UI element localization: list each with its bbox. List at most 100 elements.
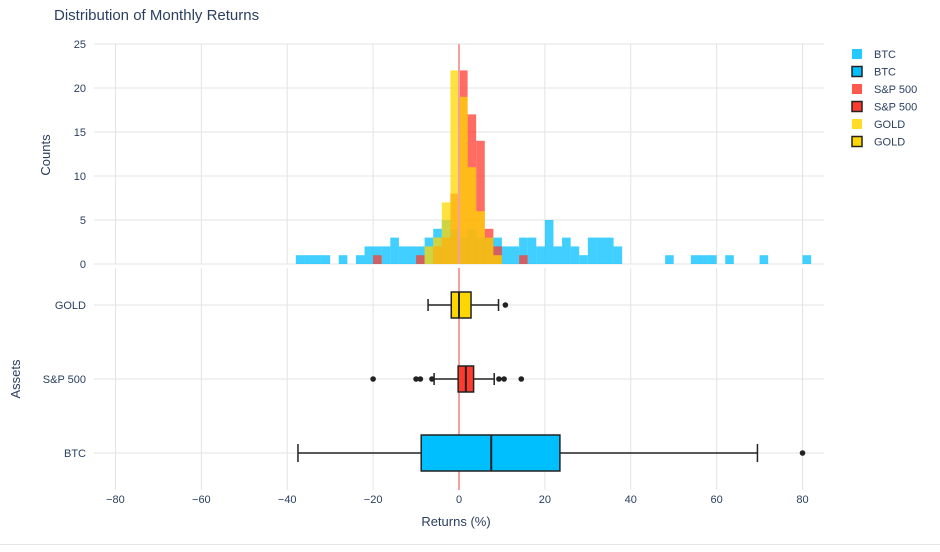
y-tick-label-category: BTC [64,448,86,460]
box-gold [427,291,509,319]
x-tick-label: 40 [625,494,637,506]
hist-bar [587,237,597,264]
legend-item-btc-filled[interactable]: BTC [852,49,896,61]
legend-swatch [852,119,862,129]
legend-label: S&P 500 [874,102,917,114]
outlier-point [417,376,424,382]
hist-bar [690,255,700,264]
outlier-point [799,450,806,456]
legend-label: BTC [874,67,896,79]
hist-bar [424,246,434,264]
legend-item-btc-outlined[interactable]: BTC [851,65,896,79]
hist-bar [527,237,537,264]
hist-bar [725,255,734,264]
hist-bar [802,255,812,264]
legend-item-gold-filled[interactable]: GOLD [852,119,905,131]
hist-bar [321,255,331,264]
hist-bar [364,246,374,264]
outlier-point [496,376,502,382]
frame-divider [0,544,940,545]
box-sandp-500 [370,365,525,393]
box-btc [297,434,806,472]
hist-bar [605,237,614,264]
outlier-point [429,376,435,382]
legend-swatch [851,65,863,78]
legend-item-sandp-500-filled[interactable]: S&P 500 [852,84,917,96]
hist-bar [553,246,563,264]
legend-swatch [851,135,863,148]
hist-bar [493,255,502,264]
hist-bar [398,246,408,264]
outlier-point [413,376,419,382]
hist-bar [544,220,554,264]
hist-bar [355,255,365,264]
hist-bar [476,211,485,264]
hist-bar [501,246,511,264]
legend-label: BTC [874,49,896,61]
hist-bar [699,255,709,264]
hist-bar [467,167,477,264]
outlier-point [501,376,507,382]
hist-bar [338,255,348,264]
hist-bar [484,237,494,264]
hist-bar [665,255,674,264]
hist-series-gold [424,70,502,265]
y-tick-label-counts: 0 [80,259,86,271]
boxplot-panel [297,291,806,472]
y-axis-title-assets: Assets [8,359,23,399]
y-tick-label-counts: 25 [74,39,86,51]
box-iqr [450,291,472,319]
y-tick-label-category: GOLD [55,300,86,312]
x-tick-label: 20 [539,494,551,506]
x-tick-label: 0 [456,494,462,506]
hist-bar [304,255,313,264]
hist-bar [450,70,459,265]
hist-bar [381,246,391,264]
hist-bar [459,96,468,264]
x-tick-label: −60 [192,494,211,506]
y-tick-label-counts: 5 [80,215,86,227]
y-tick-label-counts: 10 [74,171,86,183]
outlier-point [370,376,376,382]
x-tick-label: 80 [796,494,808,506]
y-tick-label-counts: 15 [74,127,86,139]
y-axis-title-counts: Counts [38,134,53,176]
histogram-panel [295,70,812,265]
legend-label: S&P 500 [874,84,917,96]
chart-title: Distribution of Monthly Returns [54,7,259,24]
legend: BTC BTC S&P 500 S&P 500 GOLD GOLD [851,49,917,149]
hist-bar [562,237,571,264]
hist-bar [407,246,417,264]
y-tick-label-counts: 20 [74,83,86,95]
hist-bar [476,140,485,264]
legend-swatch [851,100,863,113]
x-tick-label: −20 [364,494,383,506]
legend-item-sandp-500-outlined[interactable]: S&P 500 [851,100,917,114]
legend-swatch [852,84,862,94]
hist-bar [519,255,528,264]
legend-label: GOLD [874,137,905,149]
x-tick-label: −40 [278,494,297,506]
x-axis-title: Returns (%) [421,514,490,529]
hist-bar [373,255,382,264]
x-tick-label: 60 [711,494,723,506]
legend-label: GOLD [874,119,905,131]
hist-bar [708,255,717,264]
hist-bar [579,255,588,264]
outlier-point [502,302,509,308]
x-tick-label: −80 [106,494,125,506]
hist-bar [441,202,451,264]
legend-item-gold-outlined[interactable]: GOLD [851,135,905,149]
hist-bar [313,255,322,264]
hist-bar [295,255,305,264]
hist-bar [416,255,425,264]
hist-bar [433,237,442,264]
outlier-point [518,376,525,382]
hist-bar [536,246,545,264]
hist-bar [510,246,520,264]
hist-bar [596,237,605,264]
hist-bar [519,237,528,264]
axis-ticks: GOLD S&P 500 BTC −80 −60 −40 −20 0 20 40 60 80 0 5 10 1… [43,39,809,506]
